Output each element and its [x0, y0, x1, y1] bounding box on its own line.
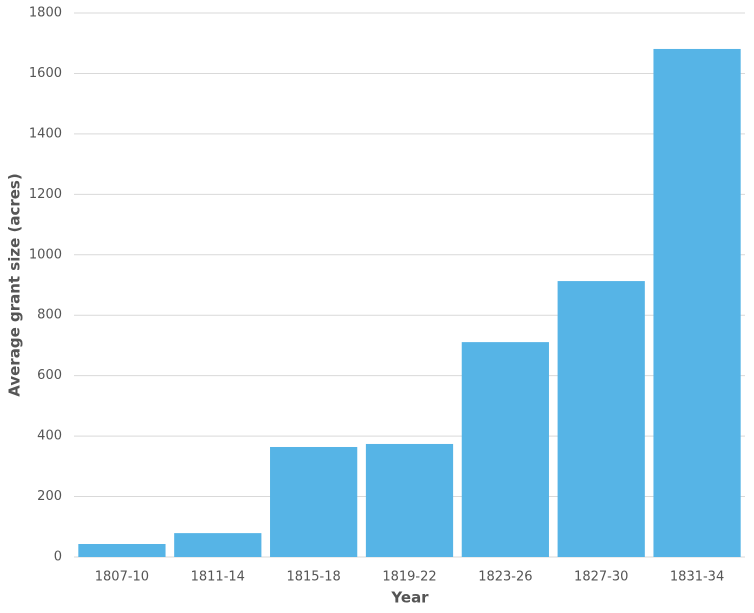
y-tick-label: 0 [54, 550, 62, 565]
y-tick-label: 1600 [29, 66, 62, 81]
bar [174, 533, 262, 557]
x-tick-label: 1815-18 [286, 570, 340, 585]
y-axis-title: Average grant size (acres) [6, 173, 24, 396]
x-tick-label: 1827-30 [574, 570, 628, 585]
y-tick-label: 800 [37, 308, 62, 323]
bar [557, 281, 645, 557]
x-axis-title: Year [390, 589, 429, 607]
y-tick-label: 1200 [29, 187, 62, 202]
x-tick-label: 1811-14 [191, 570, 245, 585]
y-tick-label: 1400 [29, 126, 62, 141]
y-tick-label: 600 [37, 368, 62, 383]
x-tick-label: 1819-22 [382, 570, 436, 585]
y-tick-label: 400 [37, 429, 62, 444]
bar [653, 48, 741, 557]
bar [78, 544, 166, 557]
y-tick-label: 1000 [29, 247, 62, 262]
x-tick-label: 1823-26 [478, 570, 532, 585]
x-tick-label: 1807-10 [95, 570, 149, 585]
bar [461, 342, 549, 557]
bar [270, 446, 358, 557]
y-tick-label: 200 [37, 489, 62, 504]
bar [365, 443, 454, 557]
x-tick-label: 1831-34 [670, 570, 724, 585]
y-tick-label: 1800 [29, 6, 62, 21]
